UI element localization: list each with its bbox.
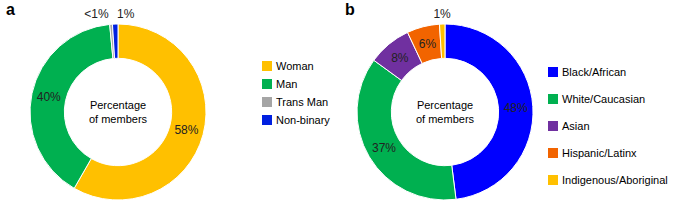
legend-label: Black/African — [562, 66, 626, 78]
slice — [445, 24, 533, 199]
data-label: 1% — [117, 7, 135, 21]
center-text-line: of members — [89, 113, 148, 125]
legend-swatch — [262, 97, 272, 107]
panel: b 48% 37% 8% 6% 1% Percentage of members Black/A… — [345, 1, 668, 200]
legend-swatch — [548, 121, 558, 131]
panel-label: b — [345, 1, 355, 18]
data-label: 58% — [174, 123, 198, 137]
legend-label: Indigenous/Aboriginal — [562, 174, 668, 186]
legend-label: Man — [276, 78, 297, 90]
legend-swatch — [262, 61, 272, 71]
legend: Woman Man Trans Man Non-binary — [262, 60, 330, 126]
legend-label: White/Caucasian — [562, 93, 645, 105]
labels: 48% 37% 8% 6% 1% Percentage of members — [372, 7, 528, 155]
data-label: <1% — [84, 7, 109, 21]
legend-label: Asian — [562, 120, 590, 132]
legend-swatch — [548, 94, 558, 104]
slices — [30, 24, 206, 200]
labels: 58% 40% <1% 1% Percentage of members — [37, 7, 199, 137]
center-text: Percentage of members — [416, 99, 475, 125]
legend-swatch — [262, 115, 272, 125]
data-label: 37% — [372, 141, 396, 155]
slice — [357, 60, 456, 200]
data-label: 48% — [504, 101, 528, 115]
center-text-line: of members — [416, 113, 475, 125]
legend-label: Trans Man — [276, 96, 328, 108]
legend-swatch — [548, 148, 558, 158]
center-text-line: Percentage — [417, 99, 473, 111]
data-label: 1% — [433, 7, 451, 21]
slices — [357, 24, 533, 200]
data-label: 8% — [391, 51, 409, 65]
slice — [112, 24, 118, 58]
slice — [439, 24, 445, 58]
center-text: Percentage of members — [89, 99, 148, 125]
panel-label: a — [6, 1, 15, 18]
legend-swatch — [262, 79, 272, 89]
data-label: 40% — [37, 90, 61, 104]
panel: a 58% 40% <1% 1% Percentage of members Woman Man… — [6, 1, 330, 200]
legend-label: Hispanic/Latinx — [562, 147, 637, 159]
legend-label: Non-binary — [276, 114, 330, 126]
data-label: 6% — [419, 37, 437, 51]
legend-swatch — [548, 67, 558, 77]
legend-swatch — [548, 175, 558, 185]
figure: a 58% 40% <1% 1% Percentage of members Woman Man… — [0, 0, 676, 208]
center-text-line: Percentage — [90, 99, 146, 111]
legend: Black/African White/Caucasian Asian Hispani… — [548, 66, 668, 186]
legend-label: Woman — [276, 60, 314, 72]
slice — [408, 24, 442, 63]
